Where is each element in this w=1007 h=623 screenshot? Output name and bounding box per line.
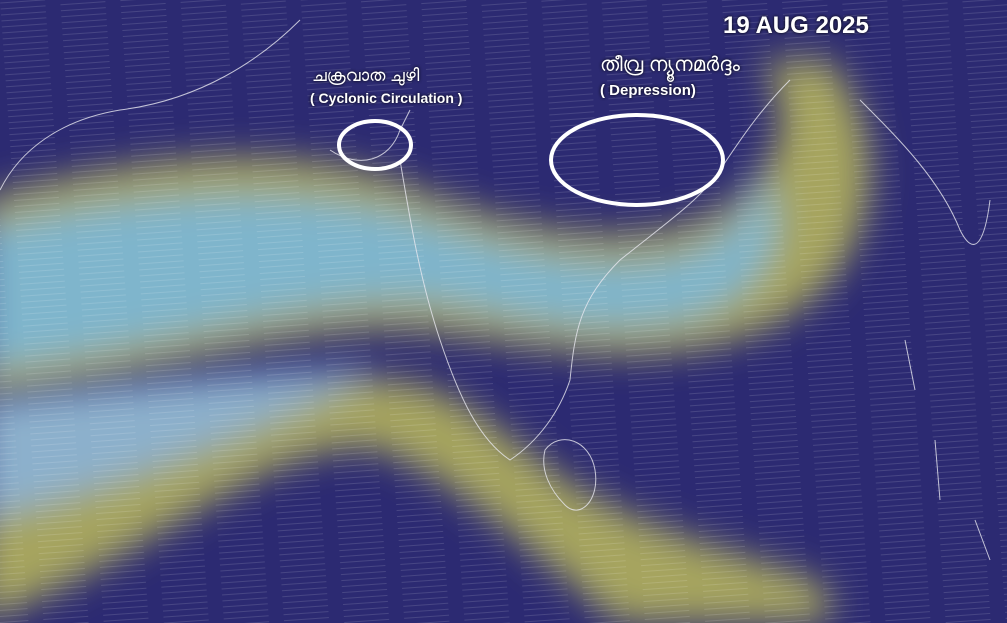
depression-marker [549,113,725,207]
cyclonic-circulation-label-ml: ചക്രവാത ചുഴി [312,66,420,85]
depression-label-ml: തീവ്ര ന്യൂനമർദ്ദം [600,54,740,76]
cyclonic-circulation-label-en: ( Cyclonic Circulation ) [310,90,463,106]
date-label: 19 AUG 2025 [723,12,869,39]
cyclonic-circulation-marker [337,119,413,171]
depression-label-en: ( Depression) [600,82,696,99]
